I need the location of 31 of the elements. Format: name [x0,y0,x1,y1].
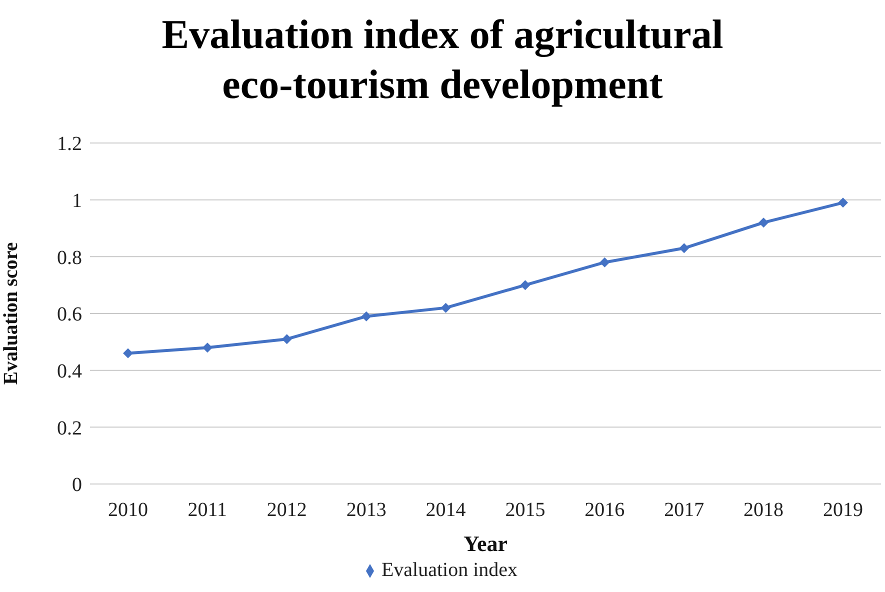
point [202,342,212,353]
y-axis-title: Evaluation score [0,242,22,385]
x-tick-label: 2018 [744,499,784,522]
x-tick-label: 2019 [823,499,863,522]
x-tick-label: 2013 [346,499,386,522]
y-tick-label: 0 [72,474,82,496]
x-tick-label: 2010 [108,499,148,522]
y-tick-label: 1 [72,190,82,212]
point [679,243,690,254]
legend-label: Evaluation index [381,559,518,581]
y-tick-label: 1.2 [57,133,82,156]
point [123,348,133,358]
y-tick-label: 0.6 [57,304,82,326]
point [520,280,530,290]
x-tick-label: 2016 [584,499,625,522]
x-axis-title: Year [464,531,508,556]
chart-title: Evaluation index of agricultural eco-tourism development [160,10,724,109]
x-tick-label: 2011 [188,499,228,522]
y-tick-label: 0.8 [57,246,82,269]
point [282,334,292,344]
y-tick-label: 0.4 [57,360,82,382]
point [838,198,848,208]
point [758,218,769,228]
point [600,257,610,268]
x-tick-label: 2012 [266,499,307,522]
x-tick-label: 2017 [664,499,704,522]
point [440,302,451,313]
point [361,311,372,322]
x-tick-label: 2014 [426,499,466,522]
x-tick-label: 2015 [505,499,546,522]
y-tick-label: 0.2 [57,417,82,440]
